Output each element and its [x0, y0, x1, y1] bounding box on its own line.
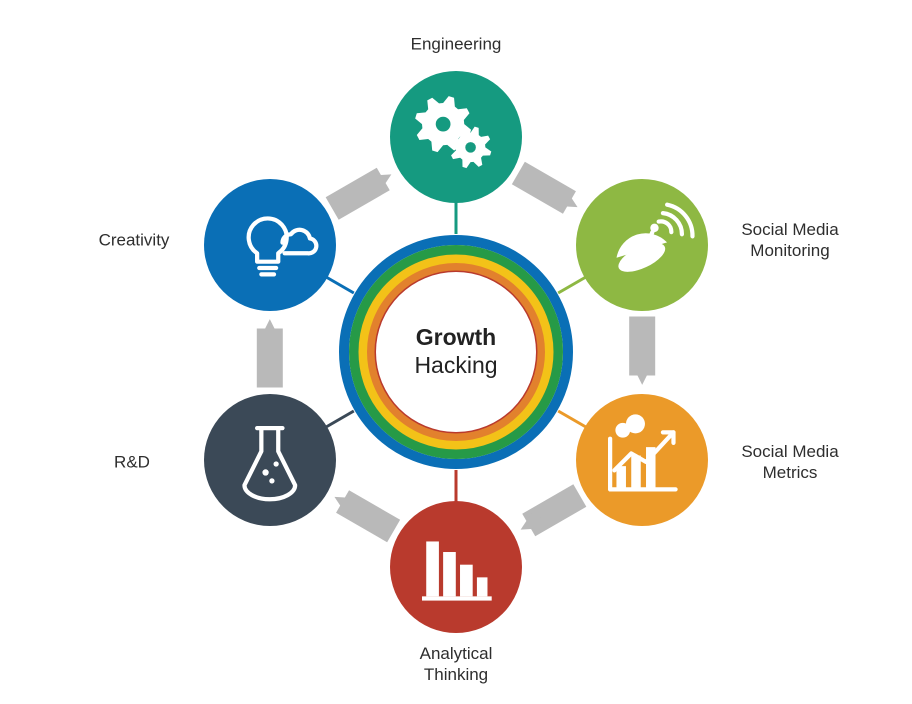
- center-hub: Growth Hacking: [376, 272, 536, 432]
- center-title: Growth Hacking: [414, 324, 497, 379]
- label-engineering: Engineering: [411, 33, 502, 54]
- node-creativity: [204, 179, 336, 311]
- hex-arrow: [332, 179, 383, 209]
- node-engineering: [390, 71, 522, 203]
- flask-icon: [217, 407, 323, 513]
- label-social-monitoring: Social Media Monitoring: [741, 219, 838, 262]
- diagram-stage: Growth Hacking Engineering: [0, 0, 912, 704]
- hex-arrow: [529, 496, 580, 526]
- bulb-cloud-icon: [217, 192, 323, 298]
- center-title-line1: Growth: [416, 324, 497, 350]
- gears-icon: [403, 84, 509, 190]
- hex-arrow: [518, 173, 569, 203]
- satellite-icon: [589, 192, 695, 298]
- label-rd: R&D: [114, 451, 150, 472]
- label-analytical: Analytical Thinking: [420, 643, 493, 686]
- bars-icon: [403, 514, 509, 620]
- node-analytical: [390, 501, 522, 633]
- node-rd: [204, 394, 336, 526]
- node-social-metrics: [576, 394, 708, 526]
- hex-arrow: [343, 502, 394, 532]
- center-title-line2: Hacking: [414, 352, 497, 378]
- chart-up-icon: [589, 407, 695, 513]
- node-social-monitoring: [576, 179, 708, 311]
- label-social-metrics: Social Media Metrics: [741, 441, 838, 484]
- label-creativity: Creativity: [99, 229, 170, 250]
